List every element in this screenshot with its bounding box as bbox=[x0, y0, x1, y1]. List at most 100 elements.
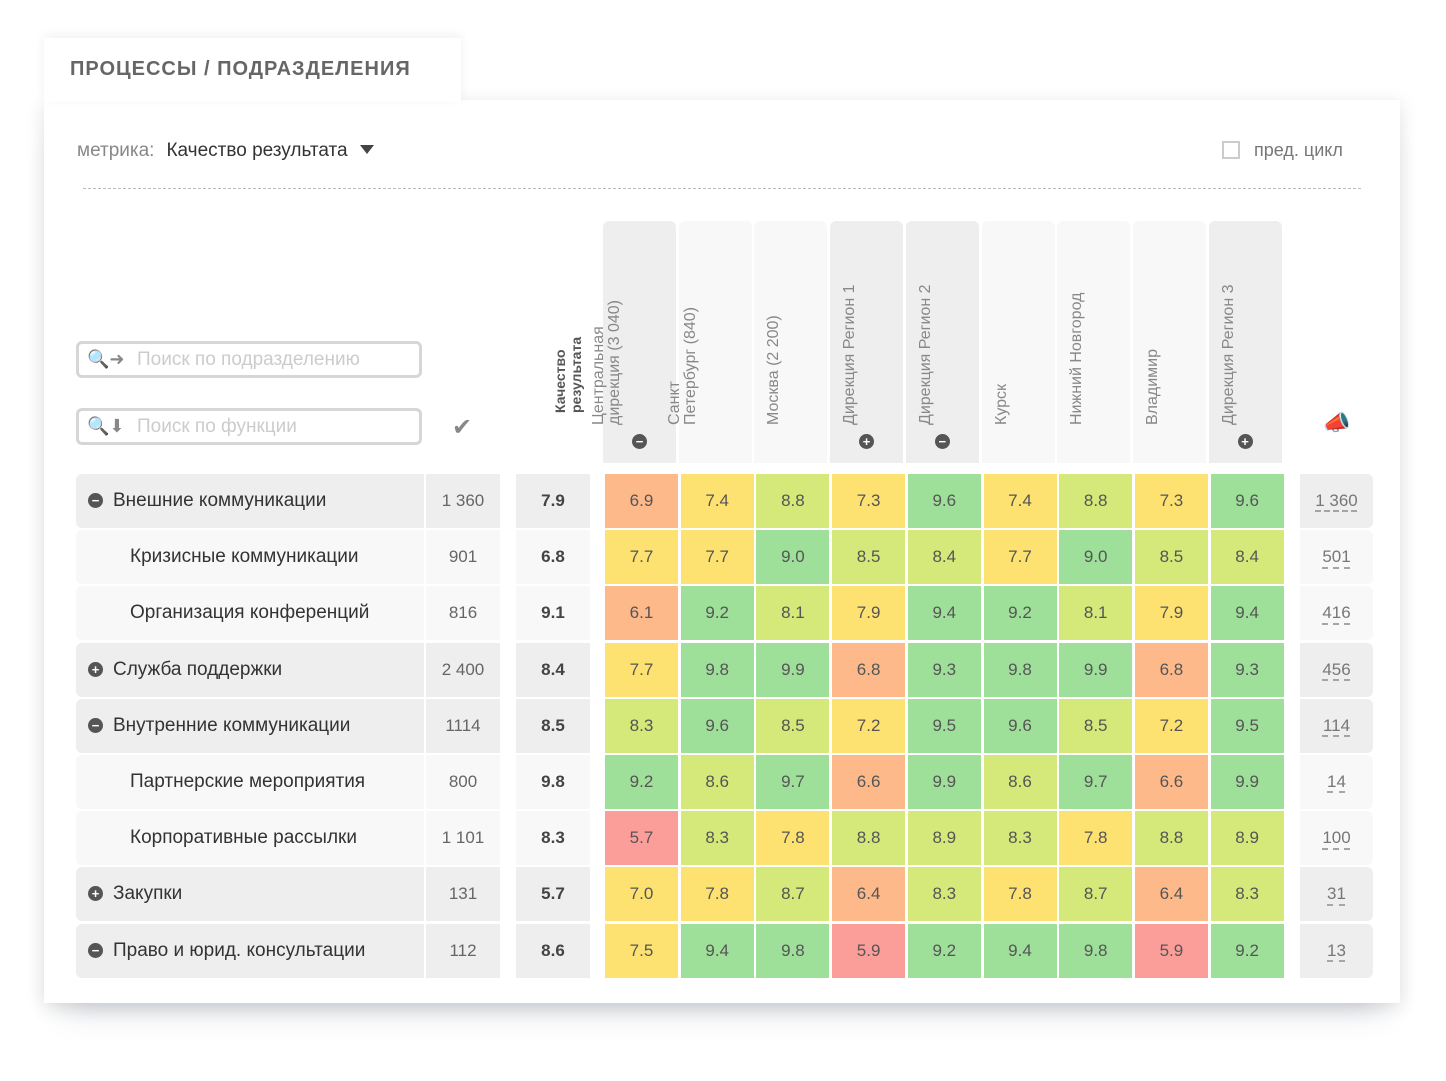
heat-cell[interactable]: 7.9 bbox=[1132, 586, 1208, 641]
chevron-down-icon[interactable] bbox=[359, 145, 374, 154]
heat-cell[interactable]: 8.8 bbox=[754, 474, 830, 528]
column-header[interactable]: Дирекция Регион 2− bbox=[905, 221, 979, 463]
metric-value[interactable]: Качество результата bbox=[166, 140, 348, 161]
heat-cell[interactable]: 9.2 bbox=[981, 586, 1057, 641]
heat-cell[interactable]: 5.7 bbox=[603, 811, 678, 866]
table-row[interactable]: − Внутренние коммуникации 1114 8.5 8.3 9.6 8.5… bbox=[0, 698, 1446, 753]
collapse-icon[interactable]: − bbox=[88, 717, 103, 733]
heat-cell[interactable]: 8.8 bbox=[830, 811, 906, 866]
heat-cell[interactable]: 8.3 bbox=[1208, 867, 1284, 922]
heat-cell[interactable]: 8.3 bbox=[678, 811, 754, 866]
row-right-count-link[interactable]: 501 bbox=[1300, 530, 1373, 585]
heat-cell[interactable]: 9.2 bbox=[905, 923, 981, 978]
heat-cell[interactable]: 7.2 bbox=[1132, 698, 1208, 753]
collapse-icon[interactable]: − bbox=[632, 434, 647, 449]
heat-cell[interactable]: 8.4 bbox=[905, 530, 981, 585]
heat-cell[interactable]: 9.6 bbox=[981, 698, 1057, 753]
heat-cell[interactable]: 6.6 bbox=[830, 755, 906, 809]
metric-selector[interactable]: метрика: Качество результата bbox=[77, 140, 374, 162]
row-right-count-link[interactable]: 31 bbox=[1300, 867, 1373, 922]
table-row[interactable]: + Служба поддержки 2 400 8.4 7.7 9.8 9.9 6.8 9.3… bbox=[0, 642, 1446, 697]
expand-icon[interactable]: + bbox=[88, 886, 103, 902]
table-row[interactable]: − Право и юрид. консультации 112 8.6 7.5 9.4 9… bbox=[0, 923, 1446, 978]
heat-cell[interactable]: 6.4 bbox=[1132, 867, 1208, 922]
row-right-count-link[interactable]: 14 bbox=[1300, 755, 1373, 809]
heat-cell[interactable]: 8.9 bbox=[905, 811, 981, 866]
heat-cell[interactable]: 9.4 bbox=[981, 923, 1057, 978]
row-right-count-link[interactable]: 1 360 bbox=[1300, 474, 1373, 528]
row-right-count-link[interactable]: 416 bbox=[1300, 586, 1373, 641]
heat-cell[interactable]: 7.8 bbox=[678, 867, 754, 922]
row-name[interactable]: + Служба поддержки bbox=[76, 642, 424, 697]
heat-cell[interactable]: 8.6 bbox=[981, 755, 1057, 809]
heat-cell[interactable]: 9.0 bbox=[1057, 530, 1133, 585]
row-name[interactable]: − Право и юрид. консультации bbox=[76, 923, 424, 978]
heat-cell[interactable]: 7.0 bbox=[603, 867, 678, 922]
column-header[interactable]: Нижний Новгород bbox=[1057, 221, 1131, 463]
heat-cell[interactable]: 7.7 bbox=[603, 642, 678, 697]
heat-cell[interactable]: 7.7 bbox=[678, 530, 754, 585]
prev-cycle-toggle[interactable]: пред. цикл bbox=[1222, 140, 1343, 161]
table-row[interactable]: Организация конференций 816 9.1 6.1 9.2 8.1 7.… bbox=[0, 586, 1446, 641]
heat-cell[interactable]: 6.8 bbox=[830, 642, 906, 697]
heat-cell[interactable]: 5.9 bbox=[830, 923, 906, 978]
heat-cell[interactable]: 7.8 bbox=[1057, 811, 1133, 866]
heat-cell[interactable]: 8.5 bbox=[1057, 698, 1133, 753]
heat-cell[interactable]: 6.1 bbox=[603, 586, 678, 641]
column-header[interactable]: Центральная дирекция (3 040) − bbox=[590, 221, 676, 463]
heat-cell[interactable]: 9.6 bbox=[678, 698, 754, 753]
heat-cell[interactable]: 6.9 bbox=[603, 474, 678, 528]
heat-cell[interactable]: 8.5 bbox=[1132, 530, 1208, 585]
column-header[interactable]: Владимир bbox=[1132, 221, 1206, 463]
table-row[interactable]: Кризисные коммуникации 901 6.8 7.7 7.7 9.0 8.5… bbox=[0, 530, 1446, 585]
heat-cell[interactable]: 9.8 bbox=[981, 642, 1057, 697]
row-name[interactable]: Партнерские мероприятия bbox=[76, 755, 424, 809]
right-count-value[interactable]: 100 bbox=[1322, 828, 1351, 848]
collapse-icon[interactable]: − bbox=[934, 434, 950, 449]
heat-cell[interactable]: 8.8 bbox=[1132, 811, 1208, 866]
heat-cell[interactable]: 6.4 bbox=[830, 867, 906, 922]
right-count-value[interactable]: 31 bbox=[1327, 884, 1346, 904]
heat-cell[interactable]: 8.8 bbox=[1057, 474, 1133, 528]
table-row[interactable]: Корпоративные рассылки 1 101 8.3 5.7 8.3 7.8 8… bbox=[0, 811, 1446, 866]
heat-cell[interactable]: 8.3 bbox=[981, 811, 1057, 866]
column-header[interactable]: Дирекция Регион 3 + bbox=[1208, 221, 1282, 463]
heat-cell[interactable]: 9.7 bbox=[1057, 755, 1133, 809]
heat-cell[interactable]: 9.5 bbox=[1208, 698, 1284, 753]
heat-cell[interactable]: 9.3 bbox=[905, 642, 981, 697]
table-row[interactable]: Партнерские мероприятия 800 9.8 9.2 8.6 9.7 6.… bbox=[0, 755, 1446, 809]
heat-cell[interactable]: 9.4 bbox=[1208, 586, 1284, 641]
search-function-input[interactable] bbox=[135, 415, 419, 439]
heat-cell[interactable]: 9.8 bbox=[678, 642, 754, 697]
heat-cell[interactable]: 9.9 bbox=[1057, 642, 1133, 697]
heat-cell[interactable]: 9.4 bbox=[678, 923, 754, 978]
prev-cycle-checkbox[interactable] bbox=[1222, 141, 1240, 159]
heat-cell[interactable]: 7.8 bbox=[754, 811, 830, 866]
heat-cell[interactable]: 9.3 bbox=[1208, 642, 1284, 697]
heat-cell[interactable]: 8.5 bbox=[754, 698, 830, 753]
heat-cell[interactable]: 9.5 bbox=[905, 698, 981, 753]
heat-cell[interactable]: 8.1 bbox=[754, 586, 830, 641]
heat-cell[interactable]: 9.2 bbox=[678, 586, 754, 641]
heat-cell[interactable]: 7.3 bbox=[1132, 474, 1208, 528]
heat-cell[interactable]: 9.0 bbox=[754, 530, 830, 585]
row-name[interactable]: + Закупки bbox=[76, 867, 424, 922]
heat-cell[interactable]: 9.2 bbox=[603, 755, 678, 809]
heat-cell[interactable]: 8.1 bbox=[1057, 586, 1133, 641]
heat-cell[interactable]: 9.2 bbox=[1208, 923, 1284, 978]
search-function-field[interactable]: 🔍⬇ bbox=[76, 408, 422, 445]
column-header[interactable]: Санкт Петербург (840) bbox=[666, 221, 752, 463]
heat-cell[interactable]: 7.5 bbox=[603, 923, 678, 978]
expand-icon[interactable]: + bbox=[859, 434, 875, 449]
tab-processes-units[interactable]: ПРОЦЕССЫ / ПОДРАЗДЕЛЕНИЯ bbox=[44, 38, 461, 102]
heat-cell[interactable]: 7.7 bbox=[603, 530, 678, 585]
heat-cell[interactable]: 5.9 bbox=[1132, 923, 1208, 978]
search-unit-input[interactable] bbox=[135, 348, 419, 372]
heat-cell[interactable]: 6.6 bbox=[1132, 755, 1208, 809]
heat-cell[interactable]: 7.9 bbox=[830, 586, 906, 641]
heat-cell[interactable]: 8.5 bbox=[830, 530, 906, 585]
heat-cell[interactable]: 7.3 bbox=[830, 474, 906, 528]
heat-cell[interactable]: 9.7 bbox=[754, 755, 830, 809]
row-name[interactable]: Кризисные коммуникации bbox=[76, 530, 424, 585]
row-right-count-link[interactable]: 13 bbox=[1300, 923, 1373, 978]
